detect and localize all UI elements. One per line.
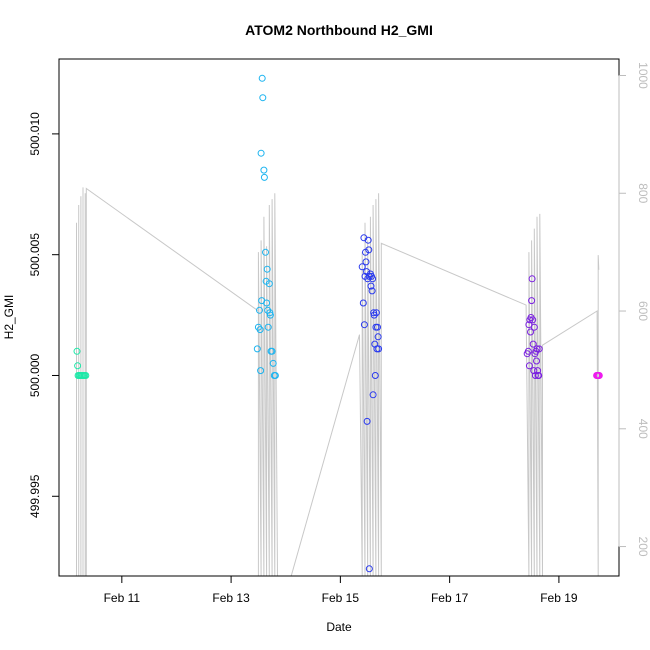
data-point — [363, 417, 371, 425]
data-point — [530, 323, 538, 331]
data-point — [374, 323, 381, 331]
pressure-series-line — [76, 187, 600, 577]
data-point — [527, 328, 534, 336]
y-tick-label: 500.010 — [28, 112, 42, 156]
x-tick-label: Feb 11 — [104, 591, 141, 605]
pressure-tick-label: 800 — [636, 183, 650, 203]
data-point — [269, 359, 277, 367]
data-point — [595, 372, 603, 379]
data-point — [74, 362, 82, 370]
data-point — [257, 149, 265, 157]
data-point — [257, 367, 265, 375]
data-point — [369, 275, 377, 283]
data-point — [375, 345, 383, 353]
data-point — [367, 282, 375, 290]
data-point — [266, 311, 274, 319]
data-point — [82, 372, 90, 379]
x-axis: Feb 11 Feb 13 Feb 15 Feb 17 Feb 19 — [104, 575, 578, 605]
pressure-axis: 200 400 600 800 1000 — [618, 62, 650, 557]
data-point — [371, 372, 379, 379]
data-point — [372, 309, 380, 317]
data-point — [533, 357, 540, 365]
x-tick-label: Feb 15 — [322, 591, 360, 605]
data-point — [534, 367, 542, 375]
data-point — [265, 280, 273, 288]
pressure-tick-label: 1000 — [636, 62, 650, 89]
data-point — [365, 565, 373, 573]
data-point — [360, 321, 368, 329]
data-point — [263, 265, 271, 273]
x-tick-label: Feb 13 — [212, 591, 250, 605]
y-axis: 499.995 500.000 500.005 500.010 — [28, 112, 60, 518]
data-point — [365, 246, 373, 254]
data-point — [271, 372, 279, 379]
data-point — [529, 316, 537, 324]
data-point — [528, 297, 536, 305]
data-point — [535, 345, 543, 353]
data-point — [524, 347, 532, 355]
data-point — [364, 236, 372, 244]
data-point — [529, 340, 537, 348]
data-point — [256, 306, 263, 314]
data-point — [263, 299, 271, 307]
data-point — [359, 299, 367, 307]
data-point — [259, 94, 267, 102]
data-point — [535, 372, 543, 379]
x-tick-label: Feb 19 — [540, 591, 578, 605]
data-point — [260, 166, 268, 174]
data-point — [369, 391, 377, 399]
data-point — [260, 173, 268, 181]
data-point — [256, 326, 264, 334]
pressure-tick-label: 400 — [636, 419, 650, 439]
data-point — [370, 311, 378, 319]
data-point — [528, 275, 536, 283]
chart-title: ATOM2 Northbound H2_GMI — [245, 22, 433, 38]
data-point — [262, 248, 269, 256]
y-tick-label: 500.000 — [28, 353, 42, 397]
data-point — [268, 347, 276, 355]
data-point — [258, 74, 266, 82]
data-point — [358, 263, 366, 271]
data-point — [374, 333, 382, 341]
plot-area — [73, 74, 603, 577]
data-point — [264, 323, 272, 331]
pressure-tick-label: 200 — [636, 537, 650, 557]
x-tick-label: Feb 17 — [431, 591, 469, 605]
y-axis-label: H2_GMI — [2, 295, 16, 340]
y-tick-label: 500.005 — [28, 233, 42, 277]
x-axis-label: Date — [326, 620, 352, 634]
data-point — [368, 287, 376, 295]
data-point — [533, 345, 541, 353]
data-point — [362, 258, 370, 266]
data-point — [525, 362, 533, 370]
y-tick-label: 499.995 — [28, 474, 42, 518]
data-point — [253, 345, 261, 353]
pressure-tick-label: 600 — [636, 301, 650, 321]
data-point — [530, 367, 538, 375]
data-point — [73, 347, 81, 355]
